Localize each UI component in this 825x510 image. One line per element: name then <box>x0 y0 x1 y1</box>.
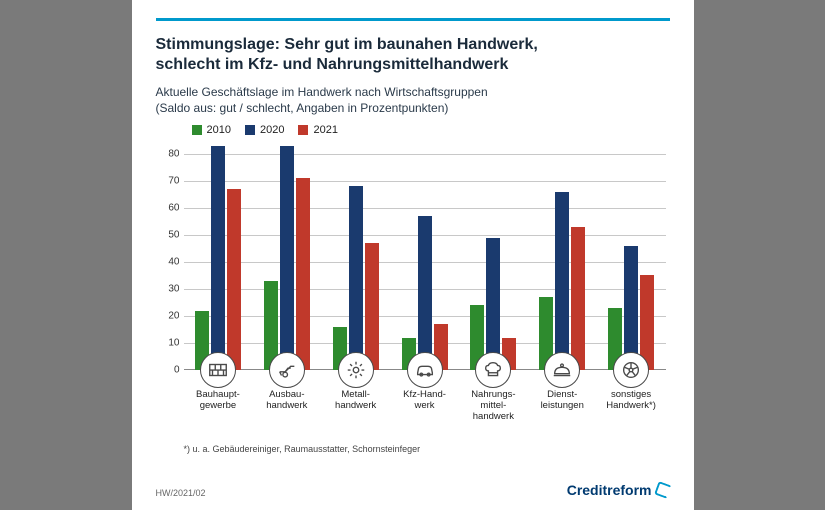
bar <box>296 178 310 370</box>
legend-label: 2010 <box>207 124 231 136</box>
bar <box>349 186 363 370</box>
legend-swatch <box>298 125 308 135</box>
brand-mark-icon <box>654 481 672 499</box>
car-icon <box>407 352 443 388</box>
bar-group <box>528 140 597 370</box>
edition-label: HW/2021/02 <box>156 488 206 498</box>
gear-icon <box>338 352 374 388</box>
y-tick-label: 40 <box>160 256 180 267</box>
chart-card: Stimmungslage: Sehr gut im baunahen Hand… <box>132 0 694 510</box>
y-tick-label: 60 <box>160 202 180 213</box>
x-axis-labels: Bauhaupt-gewerbeAusbau-handwerkMetall-ha… <box>184 390 666 423</box>
footnote: *) u. a. Gebäudereiniger, Raumausstatter… <box>184 444 670 454</box>
y-tick-label: 50 <box>160 229 180 240</box>
brand-text: Creditreform <box>567 482 652 498</box>
y-tick-label: 10 <box>160 338 180 349</box>
icon-cell <box>597 352 666 388</box>
legend-label: 2020 <box>260 124 284 136</box>
brick-icon <box>200 352 236 388</box>
x-tick-label: Dienst-leistungen <box>528 390 597 423</box>
y-tick-label: 30 <box>160 284 180 295</box>
bar <box>365 243 379 370</box>
bar <box>555 192 569 371</box>
bar <box>280 146 294 371</box>
bar-group <box>390 140 459 370</box>
chart-subtitle: Aktuelle Geschäftslage im Handwerk nach … <box>156 85 670 116</box>
legend-item: 2021 <box>298 124 337 136</box>
legend: 2010 2020 2021 <box>192 124 670 136</box>
footer: HW/2021/02 Creditreform <box>156 482 670 498</box>
y-tick-label: 0 <box>160 365 180 376</box>
title-line-2: schlecht im Kfz- und Nahrungsmittelhandw… <box>156 56 509 73</box>
icon-cell <box>459 352 528 388</box>
chef-icon <box>475 352 511 388</box>
bar-group <box>321 140 390 370</box>
bar <box>571 227 585 370</box>
subtitle-line-1: Aktuelle Geschäftslage im Handwerk nach … <box>156 85 488 99</box>
bar <box>227 189 241 370</box>
subtitle-line-2: (Saldo aus: gut / schlecht, Angaben in P… <box>156 101 449 115</box>
bar-group <box>184 140 253 370</box>
title-line-1: Stimmungslage: Sehr gut im baunahen Hand… <box>156 36 538 53</box>
icon-cell <box>184 352 253 388</box>
bar <box>418 216 432 370</box>
bar-group <box>597 140 666 370</box>
bar <box>486 238 500 371</box>
bar-groups <box>184 140 666 370</box>
wheel-icon <box>613 352 649 388</box>
legend-swatch <box>192 125 202 135</box>
bar-group <box>459 140 528 370</box>
legend-item: 2020 <box>245 124 284 136</box>
x-tick-label: sonstigesHandwerk*) <box>597 390 666 423</box>
legend-swatch <box>245 125 255 135</box>
icon-cell <box>321 352 390 388</box>
barrow-icon <box>269 352 305 388</box>
icon-cell <box>528 352 597 388</box>
x-tick-label: Ausbau-handwerk <box>252 390 321 423</box>
icon-row <box>184 352 666 388</box>
accent-bar <box>156 18 670 21</box>
x-tick-label: Bauhaupt-gewerbe <box>184 390 253 423</box>
chart-title: Stimmungslage: Sehr gut im baunahen Hand… <box>156 35 670 75</box>
icon-cell <box>390 352 459 388</box>
bar <box>211 146 225 371</box>
icon-cell <box>252 352 321 388</box>
x-tick-label: Metall-handwerk <box>321 390 390 423</box>
x-tick-label: Kfz-Hand-werk <box>390 390 459 423</box>
y-tick-label: 70 <box>160 175 180 186</box>
y-tick-label: 20 <box>160 311 180 322</box>
x-tick-label: Nahrungs-mittel-handwerk <box>459 390 528 423</box>
bar-group <box>252 140 321 370</box>
y-tick-label: 80 <box>160 148 180 159</box>
legend-item: 2010 <box>192 124 231 136</box>
bar-chart: 01020304050607080 Bauhaupt-gewerbeAusbau… <box>184 140 666 410</box>
brand-logo: Creditreform <box>567 482 670 498</box>
legend-label: 2021 <box>313 124 337 136</box>
platter-icon <box>544 352 580 388</box>
